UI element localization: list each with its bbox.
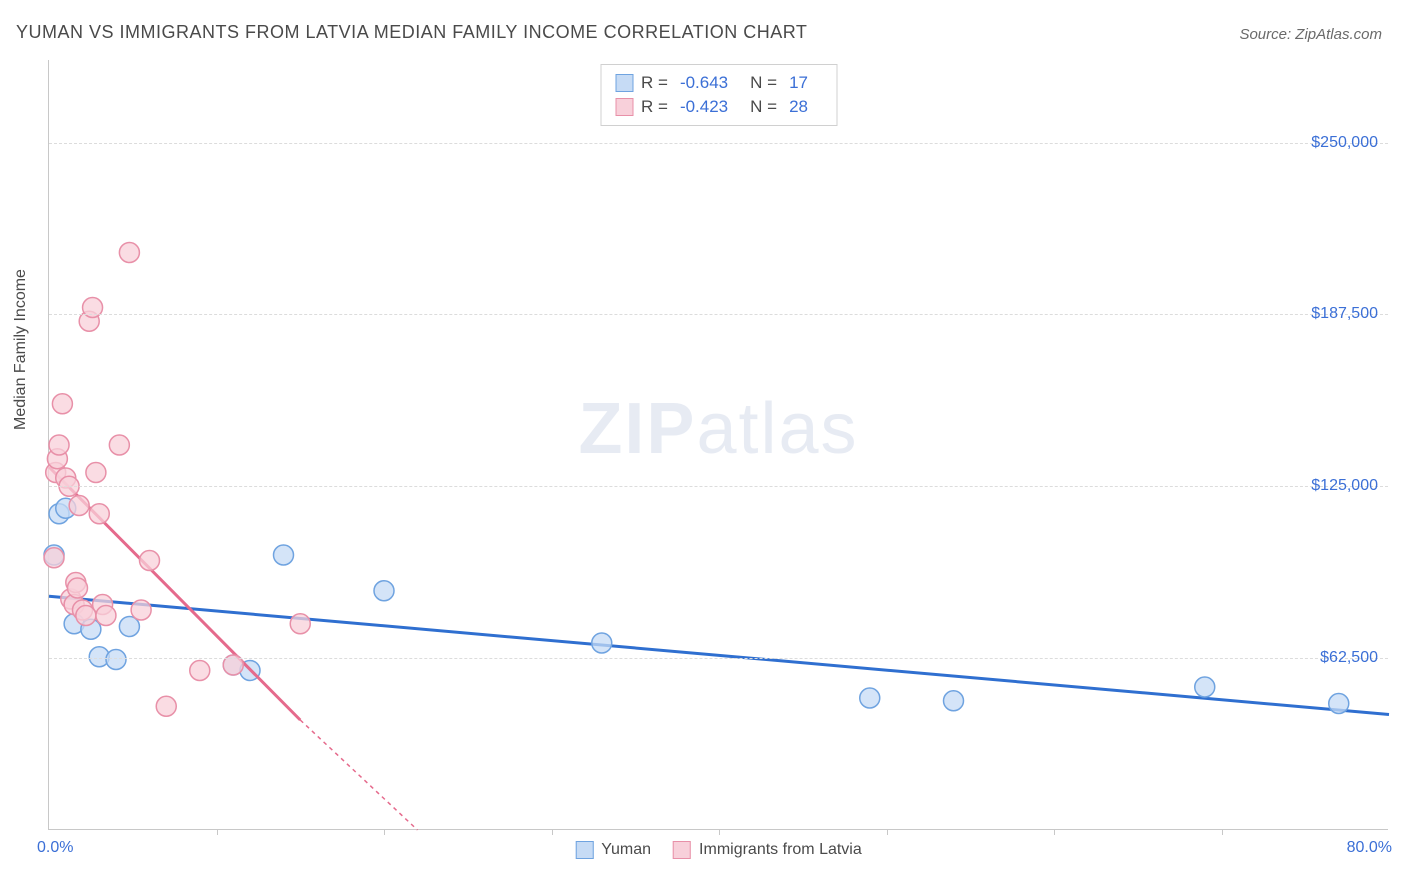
legend-label: Yuman	[601, 841, 651, 859]
data-point	[592, 633, 612, 653]
data-point	[140, 551, 160, 571]
source-label: Source: ZipAtlas.com	[1239, 26, 1382, 43]
scatter-svg	[49, 60, 1388, 829]
data-point	[290, 614, 310, 634]
data-point	[119, 243, 139, 263]
regression-line-extension	[300, 720, 417, 830]
data-point	[944, 691, 964, 711]
legend-item-yuman: Yuman	[575, 841, 651, 859]
x-tick	[719, 829, 720, 835]
data-point	[190, 661, 210, 681]
data-point	[69, 496, 89, 516]
x-tick	[217, 829, 218, 835]
y-tick-label: $62,500	[1320, 649, 1378, 667]
x-axis-min: 0.0%	[37, 839, 73, 857]
data-point	[106, 650, 126, 670]
data-point	[44, 548, 64, 568]
swatch-icon	[673, 841, 691, 859]
chart-title: YUMAN VS IMMIGRANTS FROM LATVIA MEDIAN F…	[16, 22, 807, 43]
x-tick	[384, 829, 385, 835]
data-point	[52, 394, 72, 414]
x-tick	[1222, 829, 1223, 835]
data-point	[49, 435, 69, 455]
x-tick	[1054, 829, 1055, 835]
data-point	[96, 606, 116, 626]
y-tick-label: $125,000	[1311, 477, 1378, 495]
x-axis-max: 80.0%	[1347, 839, 1392, 857]
data-point	[1195, 677, 1215, 697]
chart-plot-area: ZIPatlas R = -0.643 N = 17 R = -0.423 N …	[48, 60, 1388, 830]
data-point	[131, 600, 151, 620]
data-point	[1329, 694, 1349, 714]
y-axis-label: Median Family Income	[12, 269, 30, 430]
x-tick	[552, 829, 553, 835]
series-legend: Yuman Immigrants from Latvia	[575, 841, 862, 859]
gridline	[49, 486, 1388, 487]
x-tick	[887, 829, 888, 835]
gridline	[49, 658, 1388, 659]
data-point	[86, 463, 106, 483]
data-point	[67, 578, 87, 598]
data-point	[274, 545, 294, 565]
data-point	[109, 435, 129, 455]
data-point	[374, 581, 394, 601]
regression-line	[49, 596, 1389, 714]
data-point	[156, 696, 176, 716]
gridline	[49, 143, 1388, 144]
data-point	[860, 688, 880, 708]
legend-item-latvia: Immigrants from Latvia	[673, 841, 862, 859]
legend-label: Immigrants from Latvia	[699, 841, 862, 859]
data-point	[89, 504, 109, 524]
y-tick-label: $187,500	[1311, 305, 1378, 323]
swatch-icon	[575, 841, 593, 859]
y-tick-label: $250,000	[1311, 134, 1378, 152]
gridline	[49, 314, 1388, 315]
